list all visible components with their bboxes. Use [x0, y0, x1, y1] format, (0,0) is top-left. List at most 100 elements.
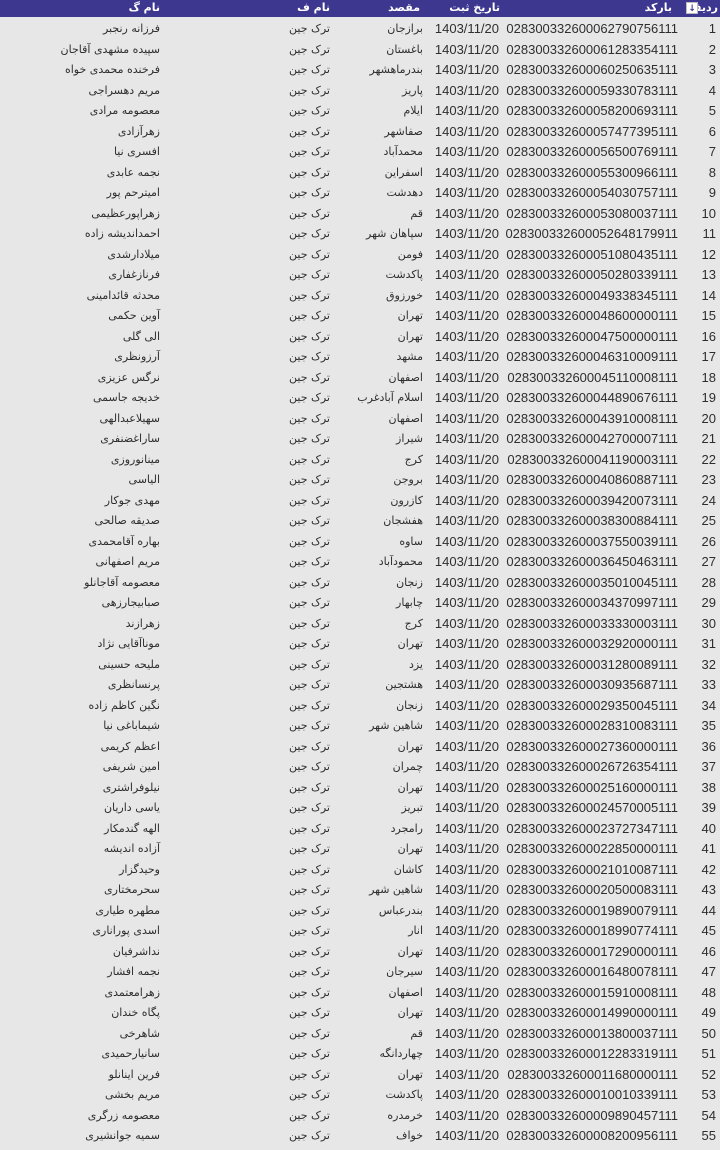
table-row[interactable]: 12 028300332600051080435111 1403/11/20 فومن…	[0, 246, 720, 267]
row-number: 7	[708, 144, 716, 159]
receiver-cell: امین شریفی	[102, 760, 160, 773]
table-row[interactable]: 48 028300332600015910008111 1403/11/20 اصفه…	[0, 984, 720, 1005]
receiver-cell: مریم اصفهانی	[95, 555, 160, 568]
row-number: 51	[701, 1046, 716, 1061]
table-row[interactable]: 20 028300332600043910008111 1403/11/20 اصفه…	[0, 410, 720, 431]
table-row[interactable]: 18 028300332600045110008111 1403/11/20 اصفه…	[0, 369, 720, 390]
receiver-cell: بهاره آقامحمدی	[88, 534, 160, 548]
table-row[interactable]: 41 028300332600022850000111 1403/11/20 تهرا…	[0, 840, 720, 861]
table-row[interactable]: 7 028300332600056500769111 1403/11/20 محمدآ…	[0, 143, 720, 164]
table-row[interactable]: 15 028300332600048600000111 1403/11/20 تهرا…	[0, 307, 720, 328]
table-row[interactable]: 3 028300332600060250635111 1403/11/20 بندرم…	[0, 61, 720, 82]
receiver-cell: محدثه قائدامینی	[86, 288, 160, 302]
header-date[interactable]: تاریخ ثبت	[449, 1, 500, 14]
row-number: 13	[701, 267, 716, 282]
header-barcode[interactable]: بارکد	[644, 1, 672, 14]
sender-cell: ترک جین	[289, 1088, 330, 1101]
sort-filter-icon[interactable]: ↓	[686, 2, 698, 14]
table-row[interactable]: 51 028300332600012283319111 1403/11/20 چهار…	[0, 1045, 720, 1066]
table-row[interactable]: 14 028300332600049338345111 1403/11/20 خورز…	[0, 287, 720, 308]
sender-cell: ترک جین	[289, 780, 330, 794]
table-row[interactable]: 29 028300332600034370997111 1403/11/20 چابه…	[0, 594, 720, 615]
table-row[interactable]: 24 028300332600039420073111 1403/11/20 کازر…	[0, 492, 720, 513]
sender-cell: ترک جین	[289, 616, 330, 630]
date-cell: 1403/11/20	[434, 1025, 499, 1041]
table-row[interactable]: 42 028300332600021010087111 1403/11/20 کاشا…	[0, 861, 720, 882]
table-row[interactable]: 8 028300332600055300966111 1403/11/20 اسفرا…	[0, 164, 720, 185]
row-number: 32	[701, 656, 716, 672]
table-row[interactable]: 23 028300332600040860887111 1403/11/20 بروج…	[0, 471, 720, 492]
table-row[interactable]: 50 028300332600013800037111 1403/11/20 قم تر…	[0, 1025, 720, 1046]
table-row[interactable]: 44 028300332600019890079111 1403/11/20 بندر…	[0, 902, 720, 923]
sender-cell: ترک جین	[289, 883, 330, 896]
table-row[interactable]: 37 028300332600026726354111 1403/11/20 چمرا…	[0, 758, 720, 779]
table-row[interactable]: 22 028300332600041190003111 1403/11/20 کرج ت…	[0, 451, 720, 472]
table-row[interactable]: 17 028300332600046310009111 1403/11/20 مشهد…	[0, 348, 720, 369]
table-row[interactable]: 54 028300332600009890457111 1403/11/20 خرمد…	[0, 1107, 720, 1128]
table-row[interactable]: 28 028300332600035010045111 1403/11/20 زنجا…	[0, 574, 720, 595]
sender-cell: ترک جین	[289, 944, 330, 958]
table-row[interactable]: 47 028300332600016480078111 1403/11/20 سیرج…	[0, 963, 720, 984]
destination-cell: تهران	[397, 944, 423, 958]
table-row[interactable]: 33 028300332600030935687111 1403/11/20 هشتج…	[0, 676, 720, 697]
table-row[interactable]: 9 028300332600054030757111 1403/11/20 دهدشت…	[0, 184, 720, 205]
table-row[interactable]: 53 028300332600010010339111 1403/11/20 پاکد…	[0, 1086, 720, 1107]
barcode-cell: 028300332600019890079111	[506, 902, 678, 918]
table-row[interactable]: 30 028300332600033330003111 1403/11/20 کرج ت…	[0, 615, 720, 636]
table-row[interactable]: 40 028300332600023727347111 1403/11/20 رامج…	[0, 820, 720, 841]
table-row[interactable]: 27 028300332600036450463111 1403/11/20 محمو…	[0, 553, 720, 574]
header-row-number[interactable]: ردیف	[698, 1, 718, 14]
table-row[interactable]: 4 028300332600059330783111 1403/11/20 پاریز…	[0, 82, 720, 103]
receiver-cell: میلادارشدی	[107, 247, 160, 261]
table-row[interactable]: 55 028300332600008200956111 1403/11/20 خواف…	[0, 1127, 720, 1148]
header-receiver[interactable]: نام گ	[128, 1, 160, 14]
barcode-cell: 028300332600056500769111	[506, 144, 678, 159]
sender-cell: ترک جین	[289, 452, 330, 466]
table-row[interactable]: 46 028300332600017290000111 1403/11/20 تهرا…	[0, 943, 720, 964]
receiver-cell: فرنازغفاری	[108, 268, 160, 281]
row-number: 31	[701, 636, 716, 651]
destination-cell: اسلام آبادغرب	[357, 391, 423, 404]
table-row[interactable]: 11 028300332600052648179911 1403/11/20 سپاه…	[0, 225, 720, 246]
table-row[interactable]: 26 028300332600037550039111 1403/11/20 ساوه…	[0, 533, 720, 554]
destination-cell: پاکدشت	[385, 268, 423, 281]
table-row[interactable]: 2 028300332600061283354111 1403/11/20 باغست…	[0, 41, 720, 62]
table-row[interactable]: 32 028300332600031280089111 1403/11/20 یزد ت…	[0, 656, 720, 677]
table-row[interactable]: 13 028300332600050280339111 1403/11/20 پاکد…	[0, 266, 720, 287]
table-row[interactable]: 38 028300332600025160000111 1403/11/20 تهرا…	[0, 779, 720, 800]
table-row[interactable]: 49 028300332600014990000111 1403/11/20 تهرا…	[0, 1004, 720, 1025]
table-row[interactable]: 6 028300332600057477395111 1403/11/20 صفاشه…	[0, 123, 720, 144]
table-row[interactable]: 1 028300332600062790756111 1403/11/20 برازج…	[0, 20, 720, 41]
barcode-cell: 028300332600027360000111	[506, 738, 678, 754]
receiver-cell: الی گلی	[122, 329, 160, 343]
date-cell: 1403/11/20	[434, 656, 499, 672]
date-cell: 1403/11/20	[434, 738, 499, 754]
row-number: 49	[701, 1005, 716, 1020]
table-row[interactable]: 34 028300332600029350045111 1403/11/20 زنجا…	[0, 697, 720, 718]
sender-cell: ترک جین	[289, 288, 330, 302]
table-row[interactable]: 52 028300332600011680000111 1403/11/20 تهرا…	[0, 1066, 720, 1087]
table-row[interactable]: 21 028300332600042700007111 1403/11/20 شیرا…	[0, 430, 720, 451]
table-row[interactable]: 5 028300332600058200693111 1403/11/20 ایلام…	[0, 102, 720, 123]
table-row[interactable]: 10 028300332600053080037111 1403/11/20 قم تر…	[0, 205, 720, 226]
table-row[interactable]: 36 028300332600027360000111 1403/11/20 تهرا…	[0, 738, 720, 759]
receiver-cell: آرزونظری	[114, 350, 160, 363]
table-row[interactable]: 43 028300332600020500083111 1403/11/20 شاهی…	[0, 881, 720, 902]
row-number: 39	[701, 800, 716, 815]
receiver-cell: یاسی داریان	[103, 801, 160, 814]
destination-cell: تهران	[397, 309, 423, 322]
barcode-cell: 028300332600057477395111	[506, 123, 678, 139]
table-row[interactable]: 16 028300332600047500000111 1403/11/20 تهرا…	[0, 328, 720, 349]
destination-cell: قم	[410, 206, 423, 220]
table-row[interactable]: 35 028300332600028310083111 1403/11/20 شاهی…	[0, 717, 720, 738]
table-row[interactable]: 25 028300332600038300884111 1403/11/20 هفشج…	[0, 512, 720, 533]
table-row[interactable]: 19 028300332600044890676111 1403/11/20 اسلا…	[0, 389, 720, 410]
barcode-cell: 028300332600055300966111	[506, 164, 678, 180]
header-sender[interactable]: نام ف	[297, 1, 330, 14]
row-number: 47	[701, 964, 716, 979]
table-row[interactable]: 45 028300332600018990774111 1403/11/20 انار…	[0, 922, 720, 943]
receiver-cell: صدیقه صالحی	[94, 514, 160, 527]
table-row[interactable]: 31 028300332600032920000111 1403/11/20 تهرا…	[0, 635, 720, 656]
table-row[interactable]: 39 028300332600024570005111 1403/11/20 تبری…	[0, 799, 720, 820]
header-destination[interactable]: مقصد	[388, 1, 420, 14]
